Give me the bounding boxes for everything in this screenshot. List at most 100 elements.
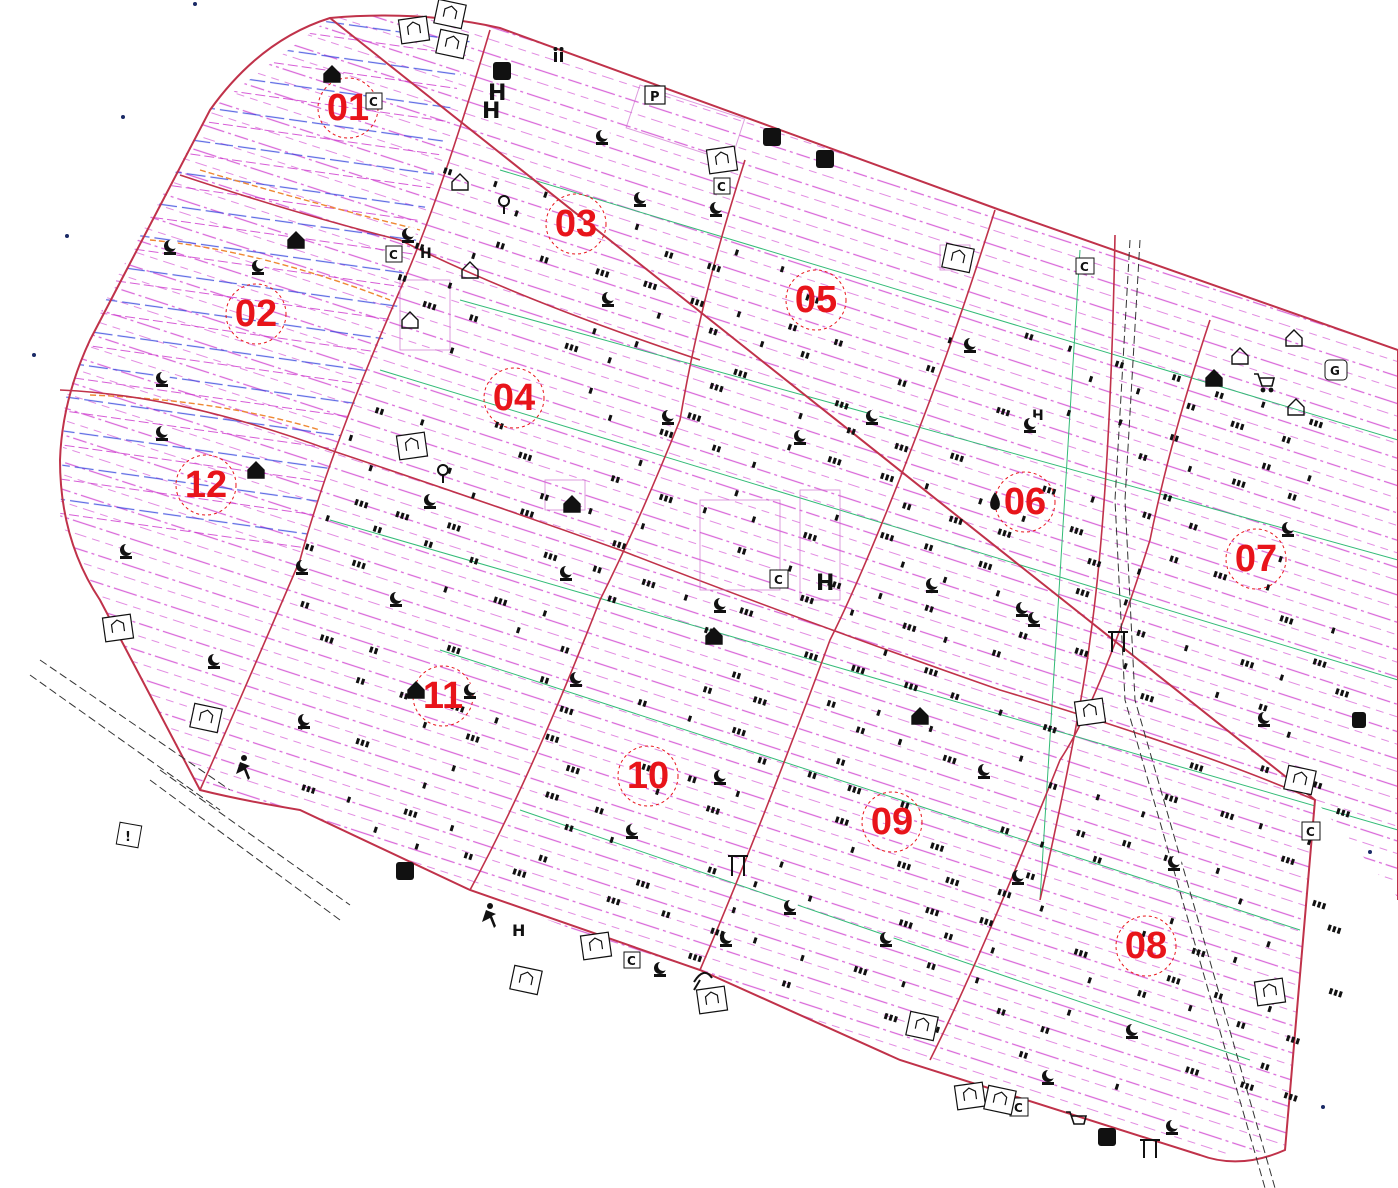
zone-label-01[interactable]: 01 [327, 87, 369, 129]
facility-icon[interactable] [705, 145, 739, 175]
crescent-icon[interactable] [964, 337, 978, 353]
facility-icon[interactable] [983, 1084, 1017, 1116]
crescent-icon[interactable] [596, 129, 610, 145]
shopping-cart-icon[interactable] [1066, 1111, 1088, 1125]
clinic-icon[interactable]: C [623, 951, 641, 969]
crescent-icon[interactable] [1024, 417, 1038, 433]
crescent-icon[interactable] [1258, 711, 1272, 727]
facility-icon[interactable] [1283, 764, 1317, 796]
crescent-icon[interactable] [560, 565, 574, 581]
location-pin-icon[interactable] [498, 195, 510, 214]
clinic-icon[interactable]: C [713, 177, 731, 195]
crescent-icon[interactable] [120, 543, 134, 559]
hospital-icon[interactable]: H [512, 921, 525, 940]
crescent-icon[interactable] [634, 191, 648, 207]
house-icon[interactable] [563, 495, 581, 513]
bus-icon[interactable] [1352, 712, 1366, 728]
facility-icon[interactable] [509, 964, 543, 996]
tower-icon[interactable] [1140, 1139, 1160, 1158]
zone-label-11[interactable]: 11 [423, 675, 463, 717]
facility-icon[interactable] [395, 431, 429, 461]
house-icon[interactable] [1287, 398, 1305, 416]
crescent-icon[interactable] [156, 425, 170, 441]
shopping-cart-icon[interactable] [1254, 373, 1276, 393]
crescent-icon[interactable] [424, 493, 438, 509]
running-icon[interactable] [236, 755, 250, 780]
facility-icon[interactable] [695, 985, 729, 1015]
tower-icon[interactable] [728, 855, 748, 876]
warning-icon[interactable]: ! [115, 821, 143, 849]
clinic-icon[interactable]: C [769, 569, 789, 589]
crescent-icon[interactable] [402, 227, 416, 243]
clinic-icon[interactable]: C [1075, 257, 1095, 275]
house-icon[interactable] [407, 681, 425, 699]
crescent-icon[interactable] [1028, 611, 1042, 627]
hospital-icon[interactable]: H [482, 99, 500, 124]
crescent-icon[interactable] [390, 591, 404, 607]
hospital-icon[interactable]: H [420, 246, 432, 262]
zone-label-09[interactable]: 09 [871, 801, 913, 843]
zone-label-10[interactable]: 10 [627, 755, 669, 797]
location-pin-icon[interactable] [437, 464, 449, 483]
crescent-icon[interactable] [626, 823, 640, 839]
zone-label-03[interactable]: 03 [555, 203, 597, 245]
crescent-icon[interactable] [720, 931, 734, 947]
gas-station-icon[interactable]: G [1324, 359, 1348, 381]
tower-icon[interactable] [1108, 631, 1128, 652]
crescent-icon[interactable] [164, 239, 178, 255]
facility-icon[interactable] [1253, 977, 1287, 1007]
facility-icon[interactable] [579, 931, 613, 961]
crescent-icon[interactable] [1042, 1069, 1056, 1085]
house-icon[interactable] [287, 231, 305, 249]
facility-icon[interactable] [435, 28, 469, 60]
house-icon[interactable] [1205, 369, 1223, 387]
crescent-icon[interactable] [710, 201, 724, 217]
crescent-icon[interactable] [1126, 1023, 1140, 1039]
crescent-icon[interactable] [714, 769, 728, 785]
zone-label-12[interactable]: 12 [185, 464, 227, 506]
house-icon[interactable] [401, 311, 419, 329]
crescent-icon[interactable] [298, 713, 312, 729]
crescent-icon[interactable] [794, 429, 808, 445]
crescent-icon[interactable] [1016, 601, 1030, 617]
zone-label-04[interactable]: 04 [493, 377, 535, 419]
house-icon[interactable] [1285, 329, 1303, 347]
crescent-icon[interactable] [1282, 521, 1296, 537]
hospital-icon[interactable]: H [816, 571, 834, 596]
parking-icon[interactable] [396, 862, 414, 880]
crescent-icon[interactable] [1168, 855, 1182, 871]
crescent-icon[interactable] [880, 931, 894, 947]
zone-label-02[interactable]: 02 [235, 293, 277, 335]
parking-icon[interactable] [1098, 1128, 1116, 1146]
house-icon[interactable] [1231, 347, 1249, 365]
facility-icon[interactable] [905, 1010, 939, 1042]
crescent-icon[interactable] [654, 961, 668, 977]
crescent-icon[interactable] [784, 899, 798, 915]
crescent-icon[interactable] [1012, 869, 1026, 885]
zone-label-07[interactable]: 07 [1235, 538, 1277, 580]
crescent-icon[interactable] [926, 577, 940, 593]
facility-icon[interactable] [433, 0, 467, 30]
house-icon[interactable] [451, 173, 469, 191]
clinic-icon[interactable]: C [385, 245, 403, 263]
crescent-icon[interactable] [714, 597, 728, 613]
clinic-icon[interactable]: C [1301, 821, 1321, 841]
hospital-icon[interactable]: H [1032, 408, 1044, 424]
facility-icon[interactable] [941, 242, 975, 274]
parking-icon[interactable] [493, 62, 511, 80]
crescent-icon[interactable] [296, 559, 310, 575]
clinic-icon[interactable]: C [365, 92, 383, 110]
facility-icon[interactable] [953, 1081, 987, 1111]
zone-label-06[interactable]: 06 [1004, 481, 1046, 523]
water-drop-icon[interactable] [990, 492, 1000, 510]
parking-icon[interactable] [763, 128, 781, 146]
parking-icon[interactable] [816, 150, 834, 168]
house-icon[interactable] [323, 65, 341, 83]
crescent-icon[interactable] [156, 371, 170, 387]
house-icon[interactable] [911, 707, 929, 725]
hospital-icon[interactable]: H [488, 81, 506, 106]
zone-label-05[interactable]: 05 [795, 279, 837, 321]
crescent-icon[interactable] [662, 409, 676, 425]
crescent-icon[interactable] [208, 653, 222, 669]
house-icon[interactable] [461, 261, 479, 279]
